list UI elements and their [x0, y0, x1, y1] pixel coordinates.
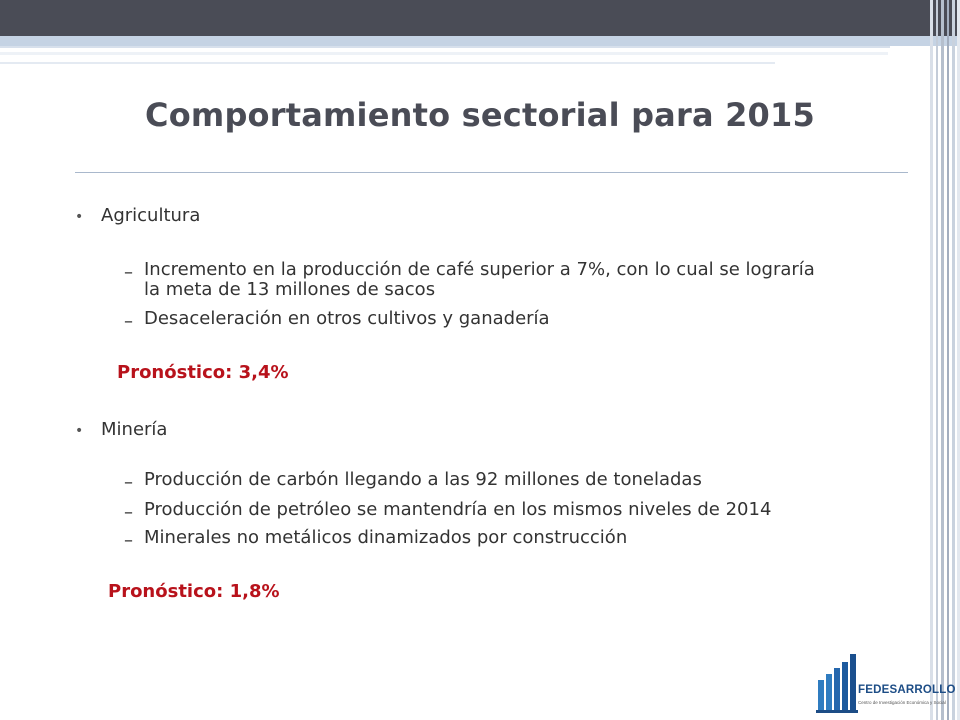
header-line: [0, 46, 890, 48]
dash-marker: –: [124, 502, 133, 523]
list-item: Producción de petróleo se mantendría en …: [144, 499, 772, 520]
dash-marker: –: [124, 311, 133, 332]
header-band: [0, 0, 960, 36]
list-item: Desaceleración en otros cultivos y ganad…: [144, 308, 550, 329]
section-heading-mineria: Minería: [101, 419, 168, 440]
list-item: Minerales no metálicos dinamizados por c…: [144, 527, 628, 548]
logo-tagline: Centro de Investigación Económica y Soci…: [858, 700, 946, 705]
bullet-marker: •: [75, 209, 84, 225]
forecast-agricultura: Pronóstico: 3,4%: [117, 362, 289, 383]
dash-marker: –: [124, 262, 133, 283]
section-heading-agricultura: Agricultura: [101, 205, 201, 226]
header-line: [0, 52, 888, 55]
dash-marker: –: [124, 472, 133, 493]
header-line: [0, 62, 775, 64]
bullet-marker: •: [75, 423, 84, 439]
list-item: Incremento en la producción de café supe…: [144, 259, 815, 280]
slide-title: Comportamiento sectorial para 2015: [145, 96, 815, 134]
title-divider: [75, 172, 908, 173]
fedesarrollo-logo-icon: [816, 654, 858, 713]
list-item: Producción de carbón llegando a las 92 m…: [144, 469, 702, 490]
header-accent-band: [0, 36, 960, 46]
logo-name: FEDESARROLLO: [858, 684, 956, 696]
dash-marker: –: [124, 530, 133, 551]
list-item-continuation: la meta de 13 millones de sacos: [144, 279, 436, 300]
forecast-mineria: Pronóstico: 1,8%: [108, 581, 280, 602]
side-decoration: [930, 0, 960, 720]
